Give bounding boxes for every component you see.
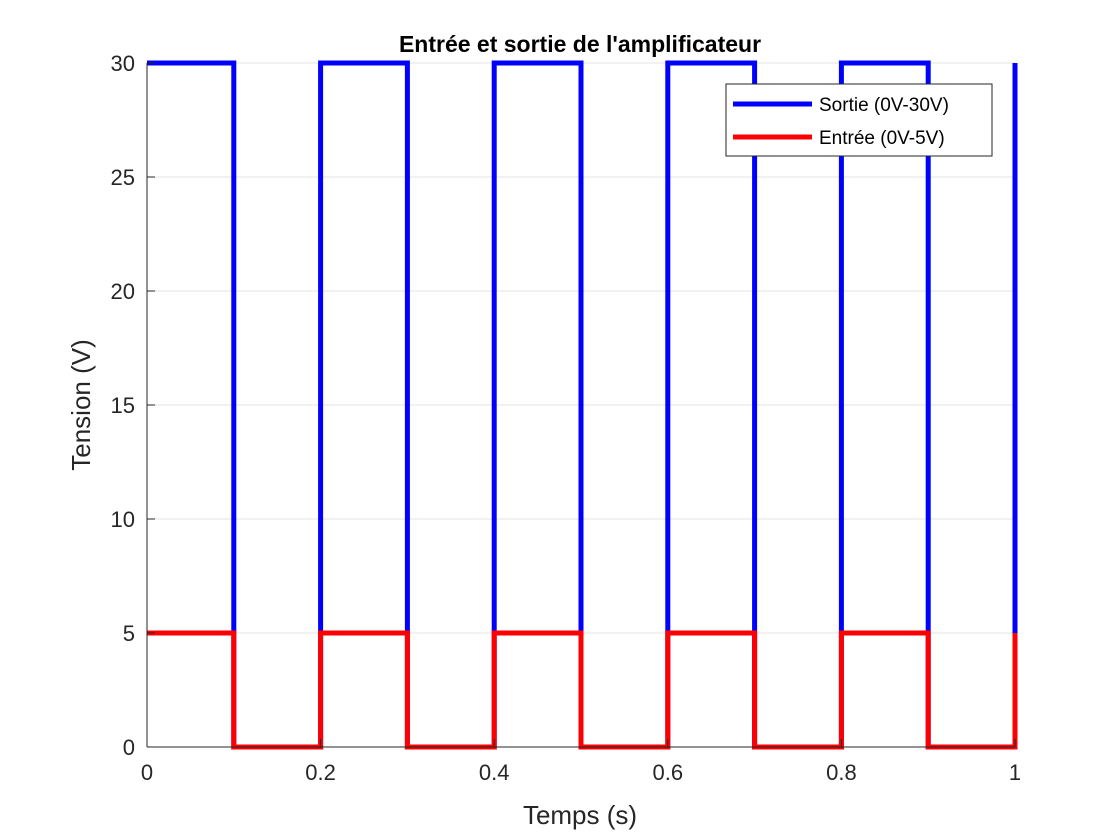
chart-title: Entrée et sortie de l'amplificateur bbox=[399, 31, 761, 57]
y-tick-label: 10 bbox=[111, 507, 135, 532]
x-tick-label: 0.8 bbox=[826, 760, 857, 785]
y-tick-label: 0 bbox=[123, 735, 135, 760]
x-tick-label: 0.2 bbox=[305, 760, 336, 785]
x-tick-label: 0.6 bbox=[653, 760, 684, 785]
x-tick-label: 0 bbox=[141, 760, 153, 785]
x-tick-label: 0.4 bbox=[479, 760, 510, 785]
y-axis-label: Tension (V) bbox=[66, 339, 96, 471]
y-ticks: 0 5 10 15 20 25 30 bbox=[111, 51, 155, 760]
x-tick-label: 1 bbox=[1009, 760, 1021, 785]
y-tick-label: 25 bbox=[111, 165, 135, 190]
legend-label-sortie: Sortie (0V-30V) bbox=[819, 95, 949, 116]
legend: Sortie (0V-30V) Entrée (0V-5V) bbox=[725, 83, 993, 157]
legend-box bbox=[725, 83, 993, 157]
y-tick-label: 20 bbox=[111, 279, 135, 304]
y-tick-label: 15 bbox=[111, 393, 135, 418]
y-tick-label: 5 bbox=[123, 621, 135, 646]
legend-label-entree: Entrée (0V-5V) bbox=[819, 128, 945, 149]
x-ticks: 0 0.2 0.4 0.6 0.8 1 bbox=[141, 739, 1021, 785]
y-tick-label: 30 bbox=[111, 51, 135, 76]
x-axis-label: Temps (s) bbox=[523, 800, 637, 830]
